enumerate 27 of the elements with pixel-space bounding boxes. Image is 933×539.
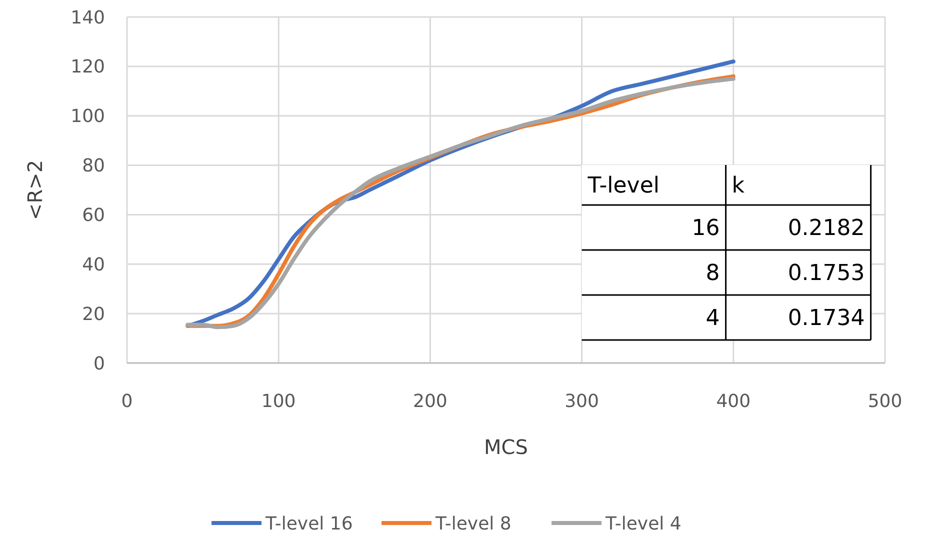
y-tick-label: 0 [94, 353, 105, 374]
y-tick-label: 100 [70, 106, 105, 128]
x-tick-label: 100 [261, 391, 296, 412]
annotation: 8 [706, 261, 720, 286]
x-tick-label: 0 [121, 391, 133, 412]
annotation: 0.1753 [788, 261, 865, 286]
y-tick-label: 120 [70, 56, 105, 78]
legend-label: T-level 16 [264, 513, 353, 534]
y-tick-label: 20 [82, 304, 105, 325]
x-axis-title: MCS [484, 435, 528, 459]
y-tick-label: 80 [82, 156, 105, 177]
y-axis-title: <R>2 [23, 160, 47, 220]
annotation: 0.2182 [788, 216, 865, 242]
x-tick-label: 200 [413, 391, 448, 412]
x-tick-label: 300 [564, 391, 599, 412]
x-tick-label: 500 [868, 391, 902, 412]
y-tick-label: 60 [82, 205, 105, 226]
annotation: 0.1734 [788, 306, 865, 332]
y-tick-label: 40 [82, 254, 105, 276]
legend-label: T-level 8 [434, 513, 512, 534]
legend-label: T-level 4 [604, 513, 682, 534]
x-tick-label: 400 [716, 391, 751, 412]
annotation: 4 [706, 306, 720, 332]
annotation: k [732, 174, 745, 199]
annotation: 16 [692, 216, 720, 242]
y-tick-label: 140 [70, 7, 105, 28]
annotation: T-level [586, 174, 660, 199]
